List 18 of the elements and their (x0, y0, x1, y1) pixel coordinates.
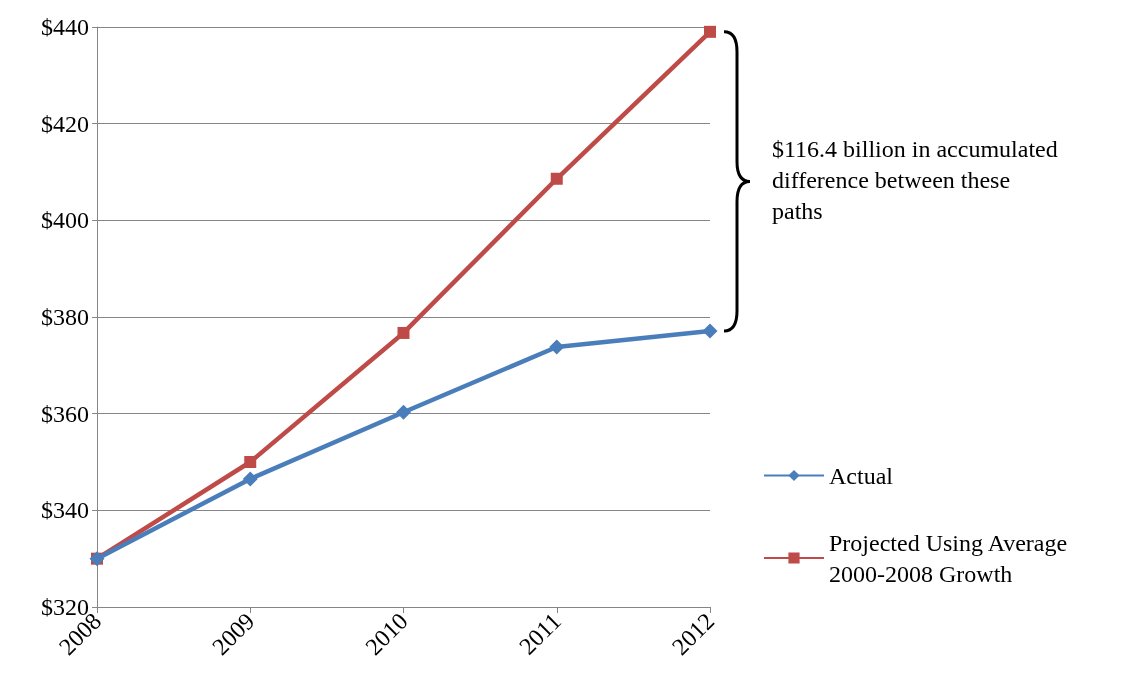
point (704, 25, 716, 38)
y-tick-label: $400 (41, 207, 89, 234)
y-tick-label: $440 (41, 14, 89, 40)
point (397, 326, 410, 339)
legend-label: Actual (829, 462, 894, 489)
point (242, 471, 258, 487)
point (702, 323, 718, 339)
point (396, 404, 411, 420)
point (549, 339, 565, 355)
legend-label: Projected Using Average 2000-2008 Growth (829, 529, 1074, 587)
y-tick-label: $340 (41, 497, 89, 524)
point (550, 172, 563, 185)
y-tick-label: $360 (41, 400, 89, 427)
y-tick-label: $420 (41, 110, 89, 137)
text: $116.4 billion in accumulated difference between these paths (772, 135, 1059, 227)
y-tick-label: $380 (41, 304, 89, 330)
point (244, 456, 257, 468)
x-tick-label: 2011 (514, 607, 566, 660)
